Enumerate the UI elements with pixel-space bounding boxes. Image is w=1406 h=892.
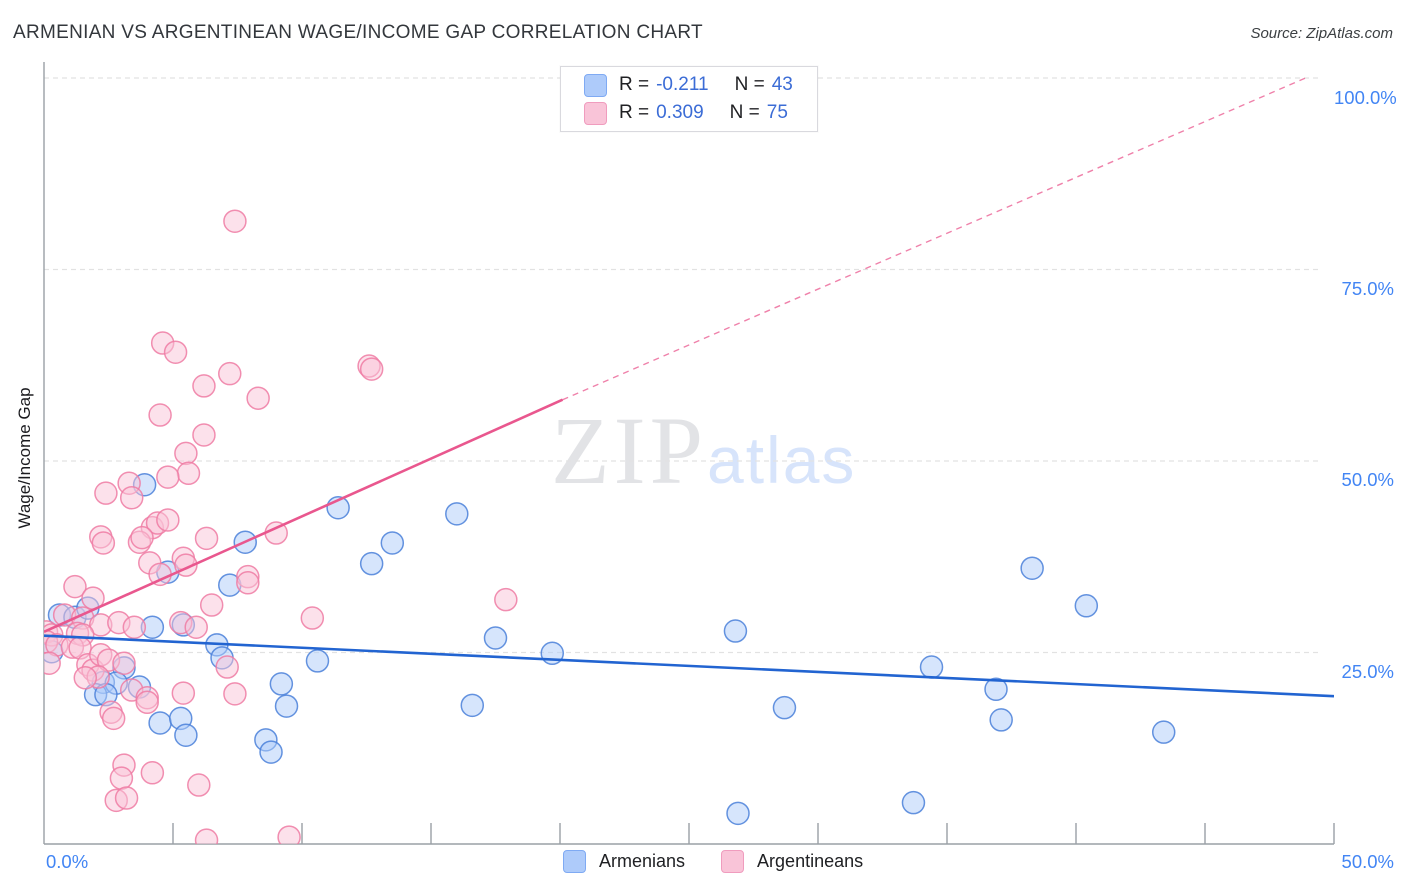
argentineans-swatch-icon [721,850,745,873]
point-armenians [359,551,384,576]
point-armenians [460,693,485,718]
r-label: R = [619,102,650,123]
point-armenians [723,619,748,643]
trend-line-armenians [44,634,1334,698]
n-value: 75 [766,102,788,123]
x-tick-50: 50.0% [1341,851,1394,872]
point-argentineans [148,403,172,427]
point-armenians [274,694,299,718]
point-argentineans [140,761,165,785]
r-value: 0.309 [656,102,704,123]
correlation-legend-box: R = -0.211 N = 43 R = 0.309 N = 75 [560,66,818,132]
source-link[interactable]: Source: ZipAtlas.com [1250,25,1393,42]
point-argentineans [174,441,198,466]
armenians-swatch-icon [563,850,586,873]
point-armenians [174,723,198,747]
point-armenians [726,801,750,826]
point-argentineans [171,681,196,705]
point-armenians [483,626,508,650]
plot-area [44,77,1334,844]
point-armenians [919,655,944,679]
point-argentineans [199,593,224,617]
point-armenians [1020,556,1044,580]
point-argentineans [135,690,159,715]
point-argentineans [192,423,216,447]
point-argentineans [156,508,180,532]
n-value: 43 [771,74,793,95]
legend-row-armenians: R = -0.211 N = 43 [584,73,817,97]
y-tick-100: 100.0% [1334,87,1397,108]
r-label: R = [619,74,650,95]
point-armenians [148,711,172,735]
legend-row-argentineans: R = 0.309 N = 75 [584,101,817,125]
point-argentineans [187,773,211,797]
point-armenians [989,708,1013,732]
point-argentineans [194,526,219,551]
series-legend: Armenians Argentineans [563,850,863,873]
point-argentineans [112,651,136,675]
point-armenians [269,672,294,696]
point-argentineans [101,706,126,731]
point-argentineans [223,682,247,706]
trend-line-argentineans-extension [562,77,1306,401]
point-argentineans [223,209,247,233]
point-argentineans [63,574,87,599]
point-armenians [1074,594,1099,618]
argentineans-swatch-icon [584,101,607,125]
n-label: N = [734,74,765,95]
series-legend-label-armenians: Armenians [599,851,686,871]
trend-line-argentineans [44,398,564,634]
point-armenians [984,677,1008,702]
point-armenians [445,502,469,526]
point-argentineans [109,766,134,790]
point-armenians [259,740,283,764]
point-argentineans [359,357,384,381]
point-argentineans [176,461,201,486]
point-argentineans [156,465,180,489]
point-argentineans [130,525,154,550]
y-axis-title: Wage/Income Gap [15,387,34,529]
r-value: -0.211 [656,74,709,95]
armenians-swatch-icon [584,73,607,97]
point-argentineans [218,361,242,386]
point-argentineans [73,666,98,690]
page-title: ARMENIAN VS ARGENTINEAN WAGE/INCOME GAP … [13,22,703,43]
point-argentineans [163,340,188,364]
n-label: N = [729,102,760,123]
point-armenians [1151,720,1176,744]
point-argentineans [236,571,260,595]
point-argentineans [119,486,144,510]
y-tick-50: 50.0% [1341,469,1394,490]
point-argentineans [91,531,116,555]
point-armenians [380,531,405,555]
point-argentineans [246,386,270,410]
y-tick-75: 75.0% [1341,278,1394,299]
point-argentineans [215,655,239,679]
point-argentineans [277,825,301,844]
series-legend-label-argentineans: Argentineans [757,851,864,871]
x-tick-0: 0.0% [46,851,89,872]
point-argentineans [192,374,216,398]
point-argentineans [114,786,139,810]
point-argentineans [44,651,61,675]
point-argentineans [494,587,518,612]
point-armenians [305,649,330,673]
point-armenians [772,695,797,720]
point-argentineans [300,606,325,630]
y-tick-25: 25.0% [1341,661,1394,682]
point-armenians [901,790,926,815]
point-argentineans [184,615,208,639]
point-argentineans [194,828,219,844]
point-argentineans [94,481,118,505]
point-argentineans [122,615,147,639]
